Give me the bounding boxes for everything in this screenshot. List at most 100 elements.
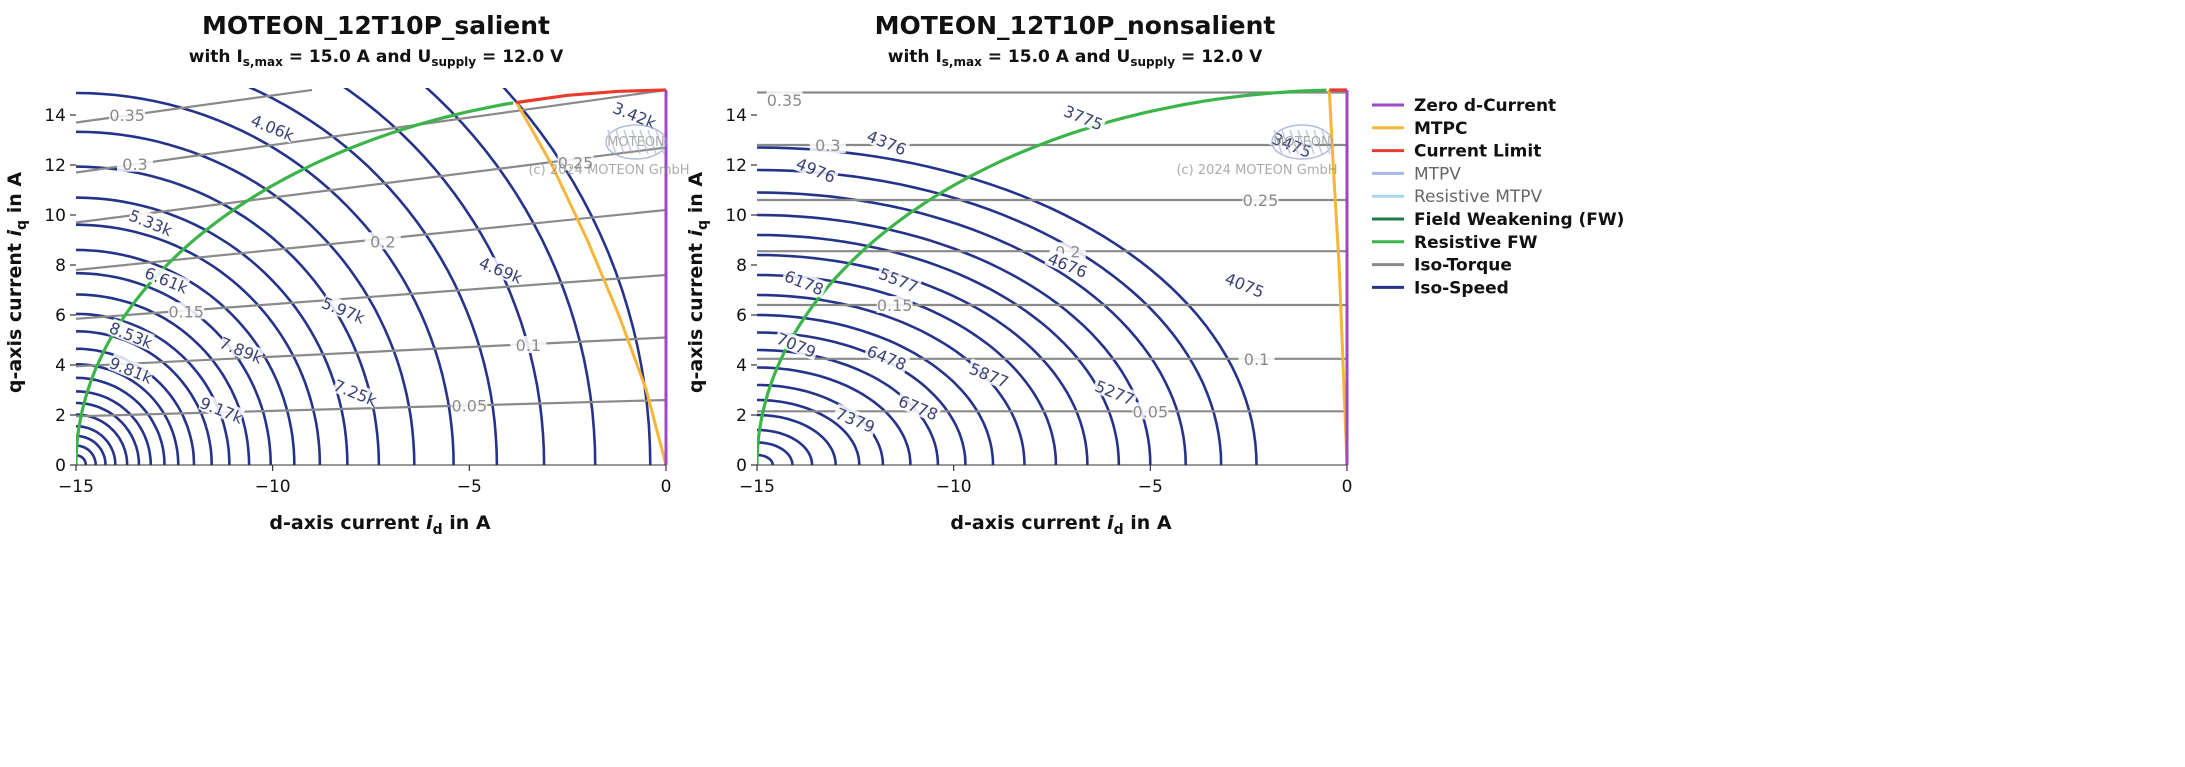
iso-torque-label: 0.1 xyxy=(1244,350,1269,369)
iso-speed-lines xyxy=(757,146,1258,465)
iso-speed-label-bg xyxy=(1091,375,1139,409)
moteon-logo-stripe xyxy=(647,129,657,155)
iso-speed-label-bg xyxy=(1221,268,1269,301)
iso-torque-label-bg xyxy=(809,136,846,153)
iso-speed-label-bg xyxy=(863,340,911,374)
y-tick-label: 10 xyxy=(725,206,747,226)
iso-speed-line xyxy=(757,428,814,465)
legend-item[interactable]: Current Limit xyxy=(1372,142,1541,162)
moteon-logo-stripe xyxy=(1321,129,1331,155)
iso-torque-label: 0.3 xyxy=(815,136,840,155)
iso-torque-label: 0.1 xyxy=(516,336,541,355)
iso-torque-label: 0.35 xyxy=(109,106,145,125)
x-tick-label: 0 xyxy=(1342,477,1353,497)
iso-speed-line xyxy=(502,88,652,465)
iso-speed-label-bg xyxy=(1044,248,1092,281)
iso-speed-line xyxy=(757,191,1187,465)
moteon-logo-stripe xyxy=(655,129,665,155)
legend-label: Zero d-Current xyxy=(1414,96,1556,116)
iso-speed-line xyxy=(757,213,1152,465)
moteon-logo-stripe xyxy=(1313,129,1323,155)
iso-speed-label-bg xyxy=(143,263,191,296)
y-axis-label: q-axis current iq in A xyxy=(4,172,30,393)
iso-speed-line xyxy=(76,130,416,465)
iso-speed-label-bg xyxy=(772,328,821,361)
iso-speed-line xyxy=(76,454,88,465)
y-tick-label: 6 xyxy=(736,306,747,326)
legend-item[interactable]: MTPC xyxy=(1372,119,1467,139)
x-axis-label: d-axis current id in A xyxy=(950,512,1171,538)
y-tick-label: 0 xyxy=(55,456,66,476)
iso-speed-label: 6178 xyxy=(782,267,827,300)
iso-speed-label-bg xyxy=(331,375,380,409)
legend-item[interactable]: Iso-Speed xyxy=(1372,278,1509,298)
y-tick-label: 2 xyxy=(736,406,747,426)
chart-title: MOTEON_12T10P_nonsalient xyxy=(875,11,1276,40)
iso-speed-label-bg xyxy=(894,390,943,424)
iso-speed-label: 4075 xyxy=(1222,269,1267,302)
iso-speed-label: 7379 xyxy=(833,404,878,437)
moteon-logo-icon xyxy=(1271,124,1333,160)
iso-speed-line xyxy=(76,223,322,465)
iso-speed-label-bg xyxy=(965,358,1013,391)
iso-speed-line xyxy=(76,248,296,465)
iso-speed-line xyxy=(757,398,861,465)
iso-speed-line xyxy=(757,233,1121,465)
mtpc-curve xyxy=(1327,89,1349,465)
iso-torque-label-bg xyxy=(1238,349,1275,367)
x-tick-label: 0 xyxy=(661,477,672,497)
legend-label: MTPC xyxy=(1414,119,1467,139)
y-axis-label: q-axis current iq in A xyxy=(685,172,711,393)
iso-speed-label: 5877 xyxy=(966,359,1011,392)
iso-speed-line xyxy=(757,441,794,465)
iso-speed-label-bg xyxy=(611,98,659,131)
y-tick-label: 8 xyxy=(736,256,747,276)
iso-torque-label-bg xyxy=(364,232,401,250)
chart-subtitle: with Is,max = 15.0 A and Usupply = 12.0 … xyxy=(888,47,1263,69)
iso-torque-label: 0.25 xyxy=(558,154,594,173)
legend-label: Field Weakening (FW) xyxy=(1414,210,1624,230)
iso-torque-label: 0.05 xyxy=(452,397,488,416)
moteon-logo-text: MOTEON xyxy=(1273,135,1331,150)
iso-speed-line xyxy=(248,88,499,465)
iso-speed-line xyxy=(76,312,231,465)
x-tick-label: −15 xyxy=(739,477,775,497)
iso-speed-line xyxy=(76,363,180,465)
iso-speed-line xyxy=(757,146,1258,465)
legend-item[interactable]: Iso-Torque xyxy=(1372,256,1512,276)
iso-speed-line xyxy=(76,293,251,465)
iso-speed-label: 4976 xyxy=(793,154,838,187)
iso-speed-label-bg xyxy=(1268,128,1316,161)
iso-torque-line xyxy=(76,88,667,174)
legend-item[interactable]: Field Weakening (FW) xyxy=(1372,210,1624,230)
iso-torque-label: 0.3 xyxy=(122,155,147,174)
legend-label: Current Limit xyxy=(1414,142,1541,162)
iso-speed-line xyxy=(76,401,141,465)
moteon-logo-stripe xyxy=(615,129,625,155)
iso-speed-label-bg xyxy=(792,153,840,186)
moteon-logo-stripe xyxy=(1273,129,1283,155)
iso-torque-label: 0.2 xyxy=(370,232,395,251)
iso-speed-label-bg xyxy=(198,393,246,426)
iso-torque-label-bg xyxy=(117,154,153,172)
legend-label: Resistive MTPV xyxy=(1414,187,1543,207)
x-tick-label: −5 xyxy=(457,477,482,497)
iso-speed-label: 4.69k xyxy=(476,253,525,288)
iso-speed-line xyxy=(424,88,597,465)
iso-torque-label-bg xyxy=(876,296,913,313)
legend-item[interactable]: Resistive MTPV xyxy=(1372,187,1543,207)
iso-speed-label-bg xyxy=(217,333,265,366)
y-tick-label: 4 xyxy=(736,356,747,376)
y-tick-label: 2 xyxy=(55,406,66,426)
moteon-logo-stripe xyxy=(639,129,649,155)
legend-item[interactable]: Zero d-Current xyxy=(1372,96,1556,116)
x-tick-label: −10 xyxy=(255,477,291,497)
legend-item[interactable]: Resistive FW xyxy=(1372,233,1538,253)
y-tick-label: 4 xyxy=(55,356,66,376)
y-tick-label: 14 xyxy=(725,106,747,126)
legend-item[interactable]: MTPV xyxy=(1372,164,1461,184)
